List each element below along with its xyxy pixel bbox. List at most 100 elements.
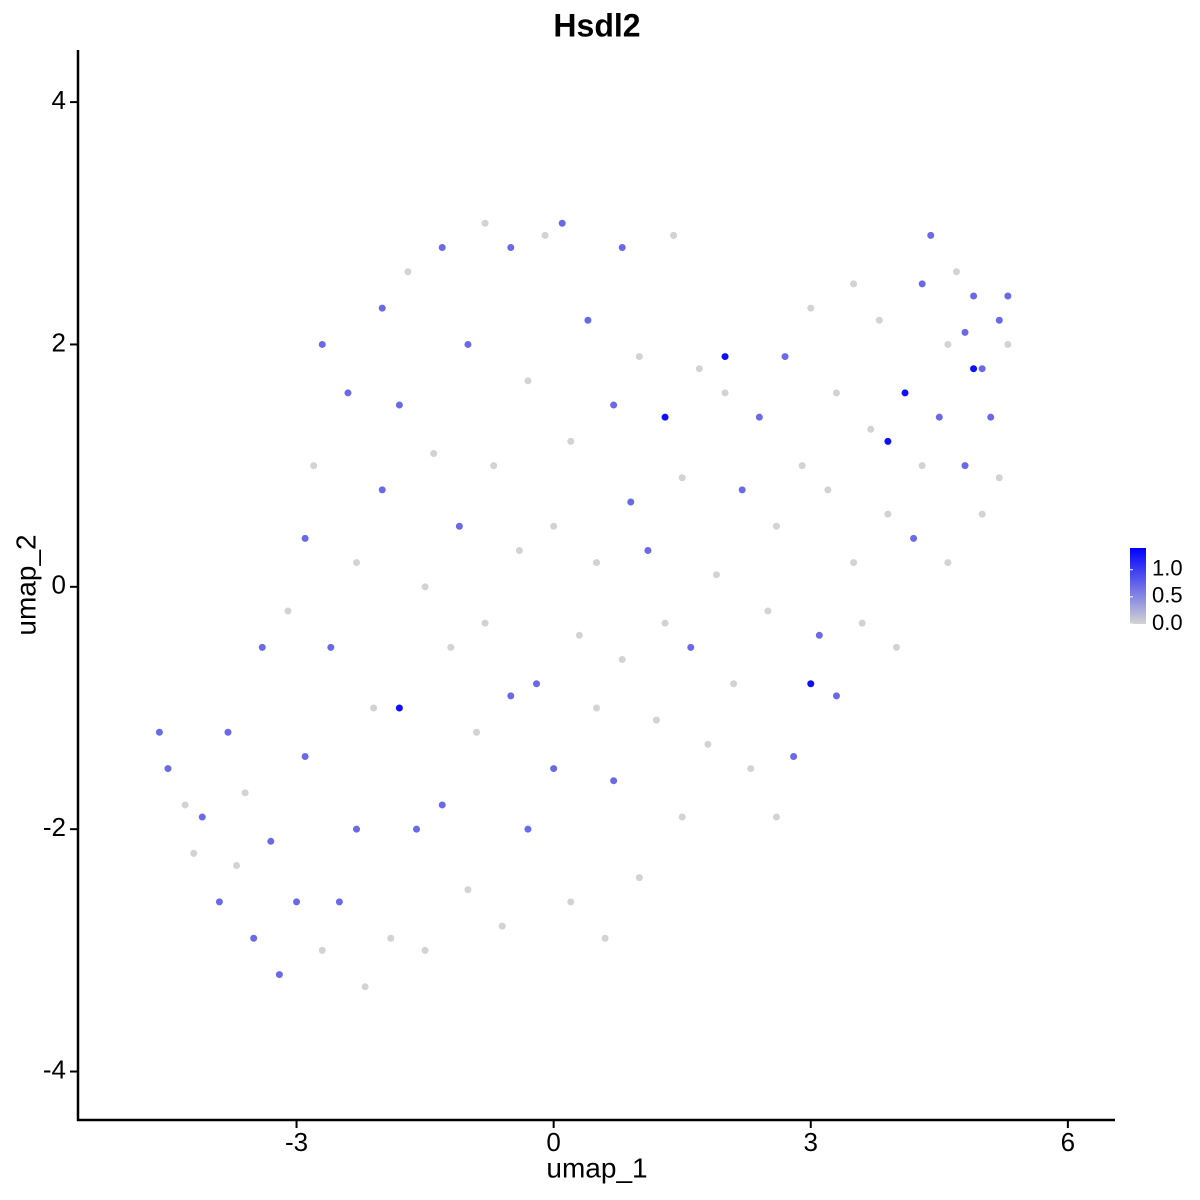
point [661,413,669,421]
colorbar-tick-label: 0.5 [1152,583,1183,608]
point [618,656,626,664]
point [678,813,686,821]
point [747,765,755,773]
point [481,619,489,627]
point [438,244,446,252]
y-tick-label: -4 [43,1054,66,1084]
point [850,280,858,288]
y-tick-label: 2 [52,327,66,357]
point [353,559,361,567]
point [421,583,429,591]
point [524,377,532,385]
point [918,280,926,288]
point [935,413,943,421]
point [661,619,669,627]
point [293,898,301,906]
point [498,922,506,930]
point [918,462,926,470]
point [267,837,275,845]
point [1004,292,1012,300]
point [807,680,815,688]
point [361,983,369,991]
point [772,522,780,530]
point [241,789,249,797]
point [927,231,935,239]
point [593,704,600,712]
point [430,450,438,458]
point [901,389,909,397]
point [875,316,883,324]
point [867,425,875,433]
point [858,619,866,627]
point [678,474,686,482]
point [978,510,986,518]
point [593,559,600,567]
point [224,728,232,736]
x-tick-label: -3 [285,1127,308,1157]
point [301,752,309,760]
x-axis-title: umap_1 [546,1152,647,1183]
point [892,643,900,651]
point [884,510,892,518]
point [832,692,840,700]
point [550,765,558,773]
point [610,401,618,409]
point [567,898,575,906]
point [670,231,678,239]
point [824,486,832,494]
point [473,728,481,736]
point [190,849,198,857]
point [524,825,532,833]
y-tick-label: -2 [43,812,66,842]
x-tick-label: 3 [804,1127,818,1157]
point [635,353,643,361]
point [704,740,712,748]
point [507,692,515,700]
point [944,559,952,567]
y-tick-label: 4 [52,85,66,115]
point [464,340,472,348]
point [455,522,463,530]
x-tick-label: 0 [546,1127,560,1157]
point [541,231,549,239]
y-tick-label: 0 [52,570,66,600]
point [215,898,223,906]
point [378,486,386,494]
point [610,777,618,785]
point [807,304,815,312]
point [490,462,498,470]
point [413,825,421,833]
point [730,680,738,688]
point [233,862,241,870]
point [318,340,326,348]
colorbar-tick-label: 1.0 [1152,556,1183,581]
point [995,474,1003,482]
point [978,365,986,373]
point [181,801,189,809]
point [481,219,489,227]
point [618,244,626,252]
point [815,631,823,639]
point [155,728,163,736]
colorbar [1130,548,1146,624]
point [507,244,515,252]
point [464,886,472,894]
point [404,268,412,276]
point [164,765,172,773]
point [1004,340,1012,348]
point [550,522,558,530]
point [910,534,918,542]
point [584,316,592,324]
point [301,534,309,542]
point [421,946,429,954]
point [712,571,720,579]
point [695,365,703,373]
point [258,643,266,651]
point [447,643,455,651]
colorbar-tick-label: 0.0 [1152,610,1183,635]
point [353,825,361,833]
point [284,607,292,615]
point [721,353,729,361]
point [275,971,283,979]
point [515,546,523,554]
